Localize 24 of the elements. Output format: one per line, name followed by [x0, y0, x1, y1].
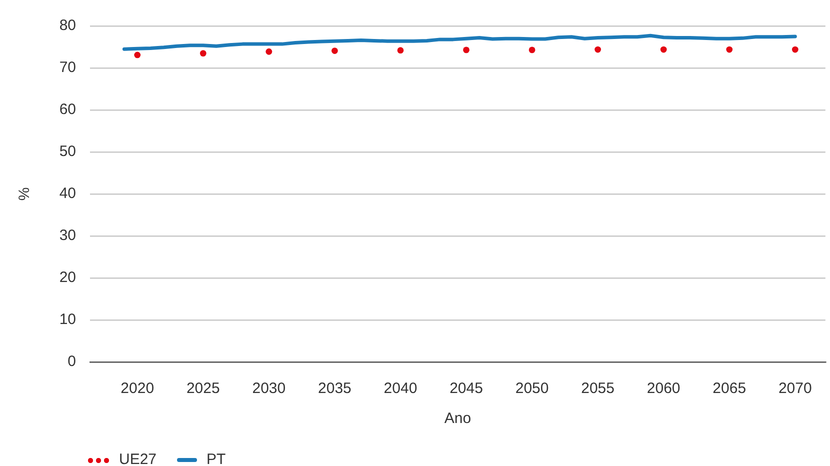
y-tick-label: 10 [59, 311, 76, 328]
x-tick-label: 2020 [120, 380, 154, 398]
x-tick-label: 2050 [515, 380, 549, 398]
y-axis-title: % [16, 187, 34, 201]
x-tick-label: 2045 [450, 380, 483, 398]
x-axis-title: Ano [444, 410, 472, 428]
x-tick-label: 2065 [712, 380, 746, 398]
x-tick-label: 2040 [384, 380, 418, 398]
y-tick-label: 60 [59, 101, 76, 118]
legend-label: UE27 [119, 451, 157, 466]
x-tick-label: 2030 [252, 380, 286, 398]
y-tick-label: 20 [59, 269, 76, 286]
x-tick-label: 2070 [778, 380, 812, 398]
y-tick-label: 80 [59, 17, 76, 34]
y-tick-label: 0 [68, 353, 76, 370]
y-tick-label: 30 [59, 227, 76, 244]
y-tick-label: 70 [59, 59, 76, 76]
x-tick-label: 2060 [646, 380, 680, 398]
y-tick-label: 50 [59, 143, 76, 160]
legend-label: PT [206, 451, 226, 466]
x-tick-label: 2025 [186, 380, 220, 398]
x-tick-label: 2055 [581, 380, 614, 398]
y-tick-label: 40 [59, 185, 76, 202]
x-tick-label: 2035 [318, 380, 352, 398]
